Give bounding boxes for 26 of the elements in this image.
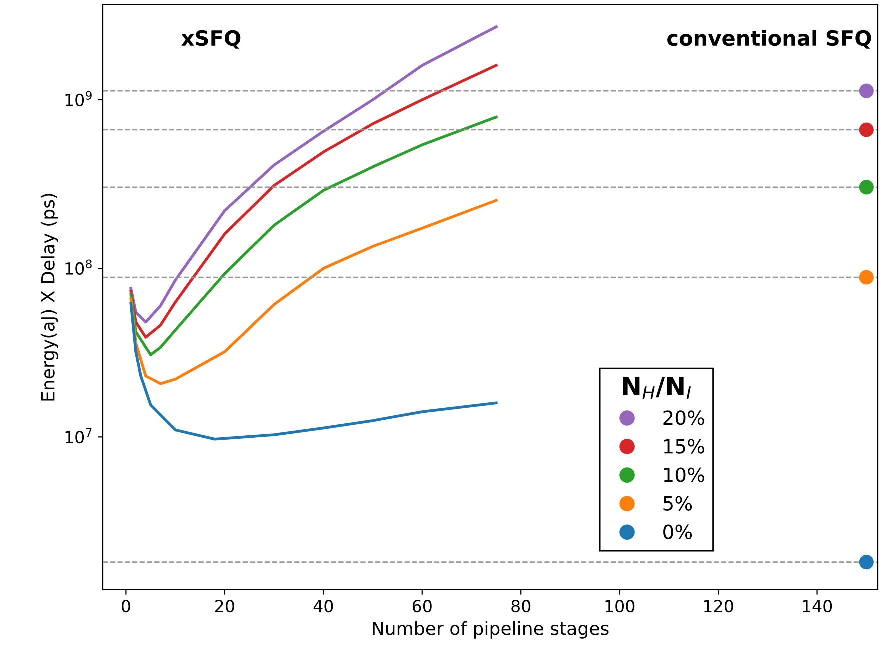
legend-label: 10% xyxy=(664,468,704,482)
legend-label: 0% xyxy=(664,524,692,540)
x-tick-label: 20 xyxy=(216,600,234,613)
x-tick-label: 100 xyxy=(606,600,635,613)
x-tick-label: 120 xyxy=(704,600,734,613)
legend-label: 5% xyxy=(664,496,692,511)
legend-title: N$_{H}$/N$_{I}$ xyxy=(623,377,692,400)
y-tick-label: 10$^{9}$ xyxy=(66,91,92,106)
line-series xyxy=(130,116,498,356)
x-tick-label: 0 xyxy=(122,600,130,613)
x-tick-label: 140 xyxy=(803,600,832,613)
x-tick-label: 40 xyxy=(314,600,334,613)
line-series xyxy=(130,26,498,324)
annotation: xSFQ xyxy=(182,30,241,49)
x-axis-title: Number of pipeline stages xyxy=(373,621,609,639)
x-tick-label: 60 xyxy=(412,600,432,613)
line-series xyxy=(130,199,498,386)
y-tick-label: 10$^{7}$ xyxy=(66,428,92,444)
legend-label: 15% xyxy=(664,439,704,454)
x-tick-label: 80 xyxy=(512,600,531,613)
y-tick-label: 10$^{8}$ xyxy=(66,260,92,276)
legend-label: 20% xyxy=(664,410,704,426)
y-axis-title: Energy(aJ) X Delay (ps) xyxy=(40,194,58,401)
line-series xyxy=(130,64,498,339)
annotation: conventional SFQ xyxy=(668,30,872,49)
line-series xyxy=(130,302,498,441)
